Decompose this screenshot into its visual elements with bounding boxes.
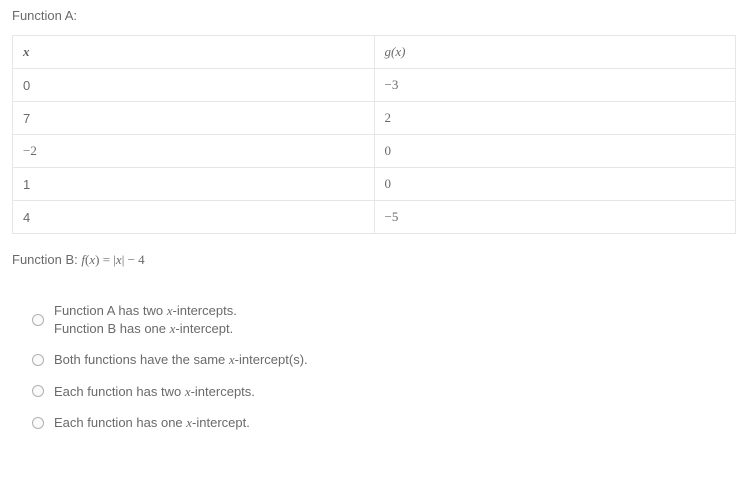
cell-gx: 0 [374,135,736,168]
cell-gx: −5 [374,201,736,234]
cell-gx: −3 [374,69,736,102]
function-a-label: Function A: [12,8,736,23]
x-var: x [23,44,30,59]
choice-text: Each function has two x-intercepts. [54,383,255,401]
col-header-gx: xg(x) [374,36,736,69]
choice-2[interactable]: Each function has two x-intercepts. [32,383,736,401]
cell-x: 7 [13,102,375,135]
table-header-row: x xg(x) [13,36,736,69]
radio-icon[interactable] [32,417,44,429]
table-row: 1 0 [13,168,736,201]
choice-0[interactable]: Function A has two x-intercepts. Functio… [32,302,736,337]
cell-x: 1 [13,168,375,201]
function-b-prefix: Function B: [12,252,81,267]
answer-choices: Function A has two x-intercepts. Functio… [12,302,736,432]
cell-gx: 2 [374,102,736,135]
radio-icon[interactable] [32,314,44,326]
col-header-x: x [13,36,375,69]
radio-icon[interactable] [32,385,44,397]
gx-var: xg(x) [385,44,406,59]
choice-text: Both functions have the same x-intercept… [54,351,308,369]
cell-x: 4 [13,201,375,234]
choice-text: Function A has two x-intercepts. Functio… [54,302,237,337]
table-row: −2 0 [13,135,736,168]
table-row: 7 2 [13,102,736,135]
function-a-table: x xg(x) 0 −3 7 2 −2 0 1 0 4 −5 [12,35,736,234]
function-b-label: Function B: f(x) = |x| − 4 [12,252,736,268]
cell-gx: 0 [374,168,736,201]
choice-1[interactable]: Both functions have the same x-intercept… [32,351,736,369]
choice-text: Each function has one x-intercept. [54,414,250,432]
choice-3[interactable]: Each function has one x-intercept. [32,414,736,432]
function-b-formula: f(x) = |x| − 4 [81,252,144,267]
cell-x: −2 [13,135,375,168]
radio-icon[interactable] [32,354,44,366]
table-row: 4 −5 [13,201,736,234]
cell-x: 0 [13,69,375,102]
table-row: 0 −3 [13,69,736,102]
